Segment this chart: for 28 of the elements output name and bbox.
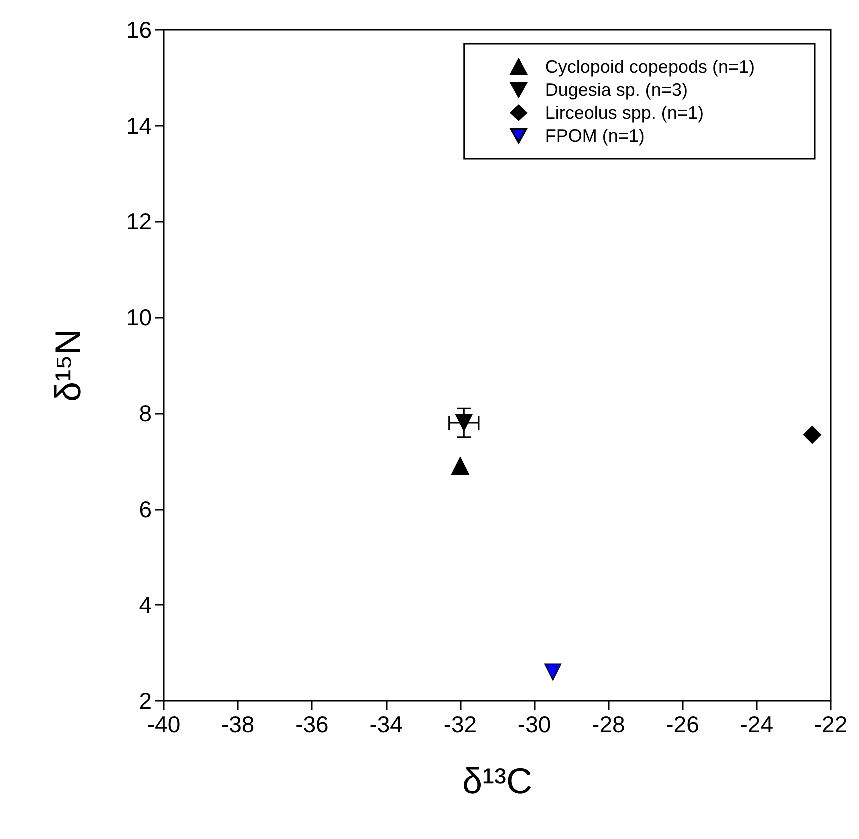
y-tick-label: 10 (126, 304, 152, 331)
x-tick-label: -22 (814, 712, 848, 738)
x-tick-label: -26 (666, 712, 700, 738)
y-tick-label: 2 (139, 688, 152, 714)
x-tick-label: -32 (444, 712, 478, 738)
y-axis-title: δ¹⁵N (48, 329, 88, 402)
point (544, 664, 562, 681)
x-axis-title: δ¹³C (462, 760, 533, 802)
x-tick-label: -30 (518, 712, 552, 738)
legend-label: FPOM (n=1) (545, 126, 645, 146)
x-tick-label: -24 (740, 712, 774, 738)
legend-label: Cyclopoid copepods (n=1) (545, 57, 756, 77)
x-tick-label: -40 (147, 712, 181, 738)
x-tick-label: -38 (221, 712, 255, 738)
x-tick-label: -34 (370, 712, 404, 738)
y-tick-label: 8 (139, 400, 152, 426)
y-tick-label: 16 (126, 17, 152, 43)
y-tick-label: 14 (126, 112, 152, 139)
y-tick-label: 6 (139, 496, 152, 522)
y-tick-label: 4 (139, 592, 152, 618)
point (803, 426, 822, 444)
point (451, 457, 470, 476)
point (456, 414, 473, 432)
x-tick-label: -28 (592, 712, 626, 738)
x-tick-label: -36 (296, 712, 329, 738)
y-tick-label: 12 (126, 208, 152, 235)
legend-label: Dugesia sp. (n=3) (545, 80, 688, 100)
legend-label: Lirceolus spp. (n=1) (545, 103, 704, 123)
